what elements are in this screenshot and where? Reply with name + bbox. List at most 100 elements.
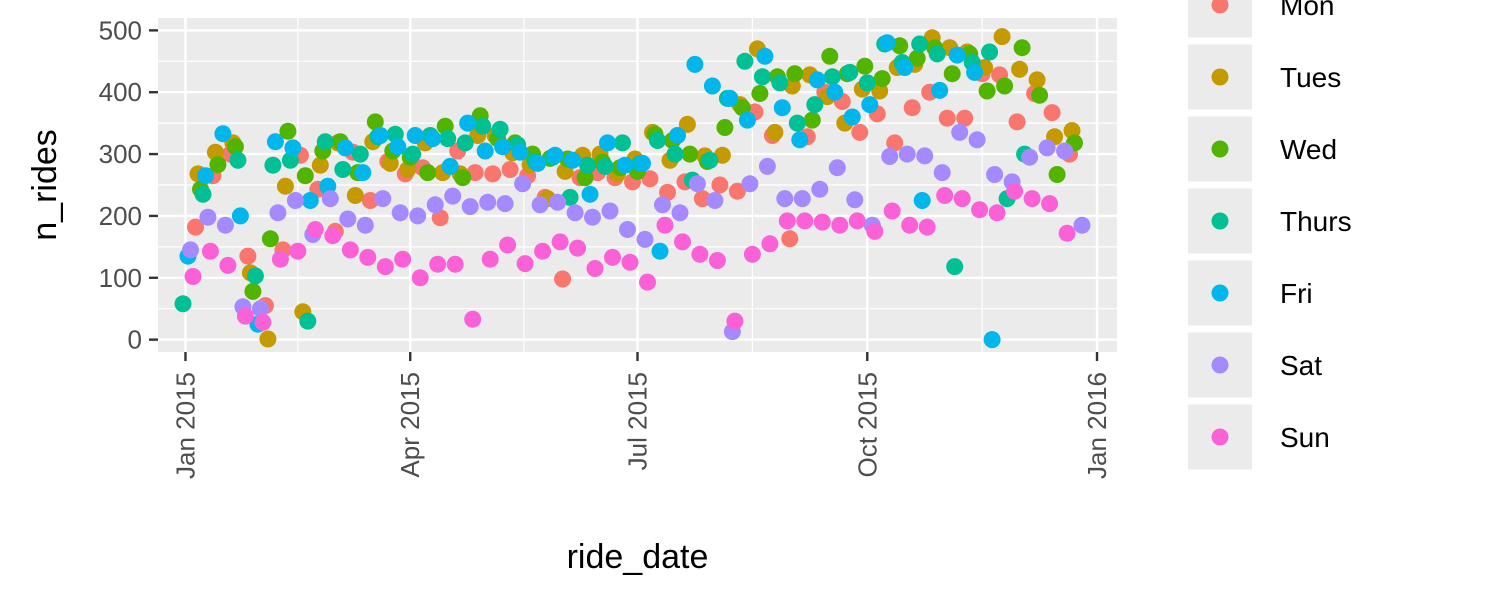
data-point <box>441 157 459 175</box>
data-point <box>728 182 746 200</box>
x-axis: Jan 2015 Apr 2015 Jul 2015 Oct 2015 Jan 2016 <box>170 352 1112 479</box>
data-points <box>174 28 1091 349</box>
major-gridlines <box>158 18 1117 352</box>
data-point <box>311 156 329 174</box>
data-point <box>1031 86 1049 104</box>
legend-item-thurs: Thurs <box>1186 186 1352 256</box>
data-point <box>554 270 572 288</box>
data-point <box>916 147 934 165</box>
data-point <box>968 131 986 149</box>
data-point <box>446 255 464 273</box>
data-point <box>913 192 931 209</box>
data-point <box>931 81 949 99</box>
data-point <box>579 156 597 174</box>
data-point <box>656 216 674 234</box>
data-point <box>236 307 254 325</box>
data-point <box>756 47 774 65</box>
data-point <box>356 216 374 234</box>
data-point <box>821 47 839 65</box>
data-point <box>499 236 517 254</box>
data-point <box>803 111 821 129</box>
data-point <box>861 96 879 114</box>
data-point <box>946 258 964 276</box>
data-point <box>986 166 1004 183</box>
data-point <box>501 161 519 178</box>
legend-label: Thurs <box>1280 206 1352 237</box>
legend-label: Wed <box>1280 134 1337 165</box>
legend-swatch <box>1211 212 1229 230</box>
data-point <box>711 176 729 194</box>
data-point <box>324 227 342 245</box>
data-point <box>928 45 946 63</box>
data-point <box>276 177 294 195</box>
data-point <box>474 117 492 135</box>
data-point <box>788 114 806 132</box>
data-point <box>1058 224 1076 242</box>
x-axis-title: ride_date <box>567 538 709 576</box>
data-point <box>484 165 502 183</box>
data-point <box>264 156 282 174</box>
data-point <box>534 242 552 260</box>
data-point <box>564 151 582 169</box>
data-point <box>671 204 689 222</box>
data-point <box>426 196 444 214</box>
data-point <box>881 148 899 165</box>
data-point <box>943 65 961 83</box>
data-point <box>239 247 257 265</box>
data-point <box>336 139 354 157</box>
data-point <box>479 193 497 211</box>
data-point <box>841 63 859 81</box>
data-point <box>666 145 684 163</box>
data-point <box>341 241 359 259</box>
data-point <box>299 312 317 330</box>
data-point <box>753 68 771 86</box>
data-point <box>956 109 974 127</box>
data-point <box>346 187 364 204</box>
data-point <box>316 133 334 151</box>
data-point <box>1011 60 1029 78</box>
data-point <box>826 83 844 101</box>
data-point <box>823 68 841 86</box>
data-point <box>639 273 656 291</box>
data-point <box>389 138 407 156</box>
data-point <box>858 74 876 92</box>
legend-item-tues: Tues <box>1186 42 1341 112</box>
data-point <box>246 267 264 285</box>
data-point <box>359 248 377 266</box>
data-point <box>651 242 669 260</box>
y-tick-label: 100 <box>99 263 142 293</box>
data-point <box>254 313 272 331</box>
data-point <box>214 125 232 143</box>
data-point <box>1021 148 1039 166</box>
data-point <box>674 233 691 251</box>
x-tick-label: Jan 2016 <box>1082 372 1112 479</box>
data-point <box>494 138 512 156</box>
data-point <box>706 192 724 209</box>
data-point <box>641 170 659 188</box>
data-point <box>461 198 479 216</box>
data-point <box>741 175 759 193</box>
legend: Mon Tues Wed Thurs Fri Sat Sun <box>1186 0 1352 472</box>
data-point <box>261 230 279 248</box>
data-point <box>688 175 706 193</box>
y-tick-label: 200 <box>99 201 142 231</box>
data-point <box>599 134 616 152</box>
data-point <box>883 202 901 220</box>
data-point <box>361 192 379 209</box>
data-point <box>581 185 599 203</box>
data-point <box>903 99 921 117</box>
data-point <box>431 209 449 227</box>
data-point <box>951 123 969 141</box>
legend-swatch <box>1211 0 1229 14</box>
data-point <box>851 123 869 141</box>
y-tick-label: 300 <box>99 139 142 169</box>
data-point <box>551 233 569 251</box>
data-point <box>908 49 926 67</box>
data-point <box>933 164 951 182</box>
data-point <box>901 216 919 234</box>
data-point <box>1043 104 1061 122</box>
series-sat <box>182 123 1091 341</box>
data-point <box>301 192 319 209</box>
data-point <box>601 202 619 220</box>
